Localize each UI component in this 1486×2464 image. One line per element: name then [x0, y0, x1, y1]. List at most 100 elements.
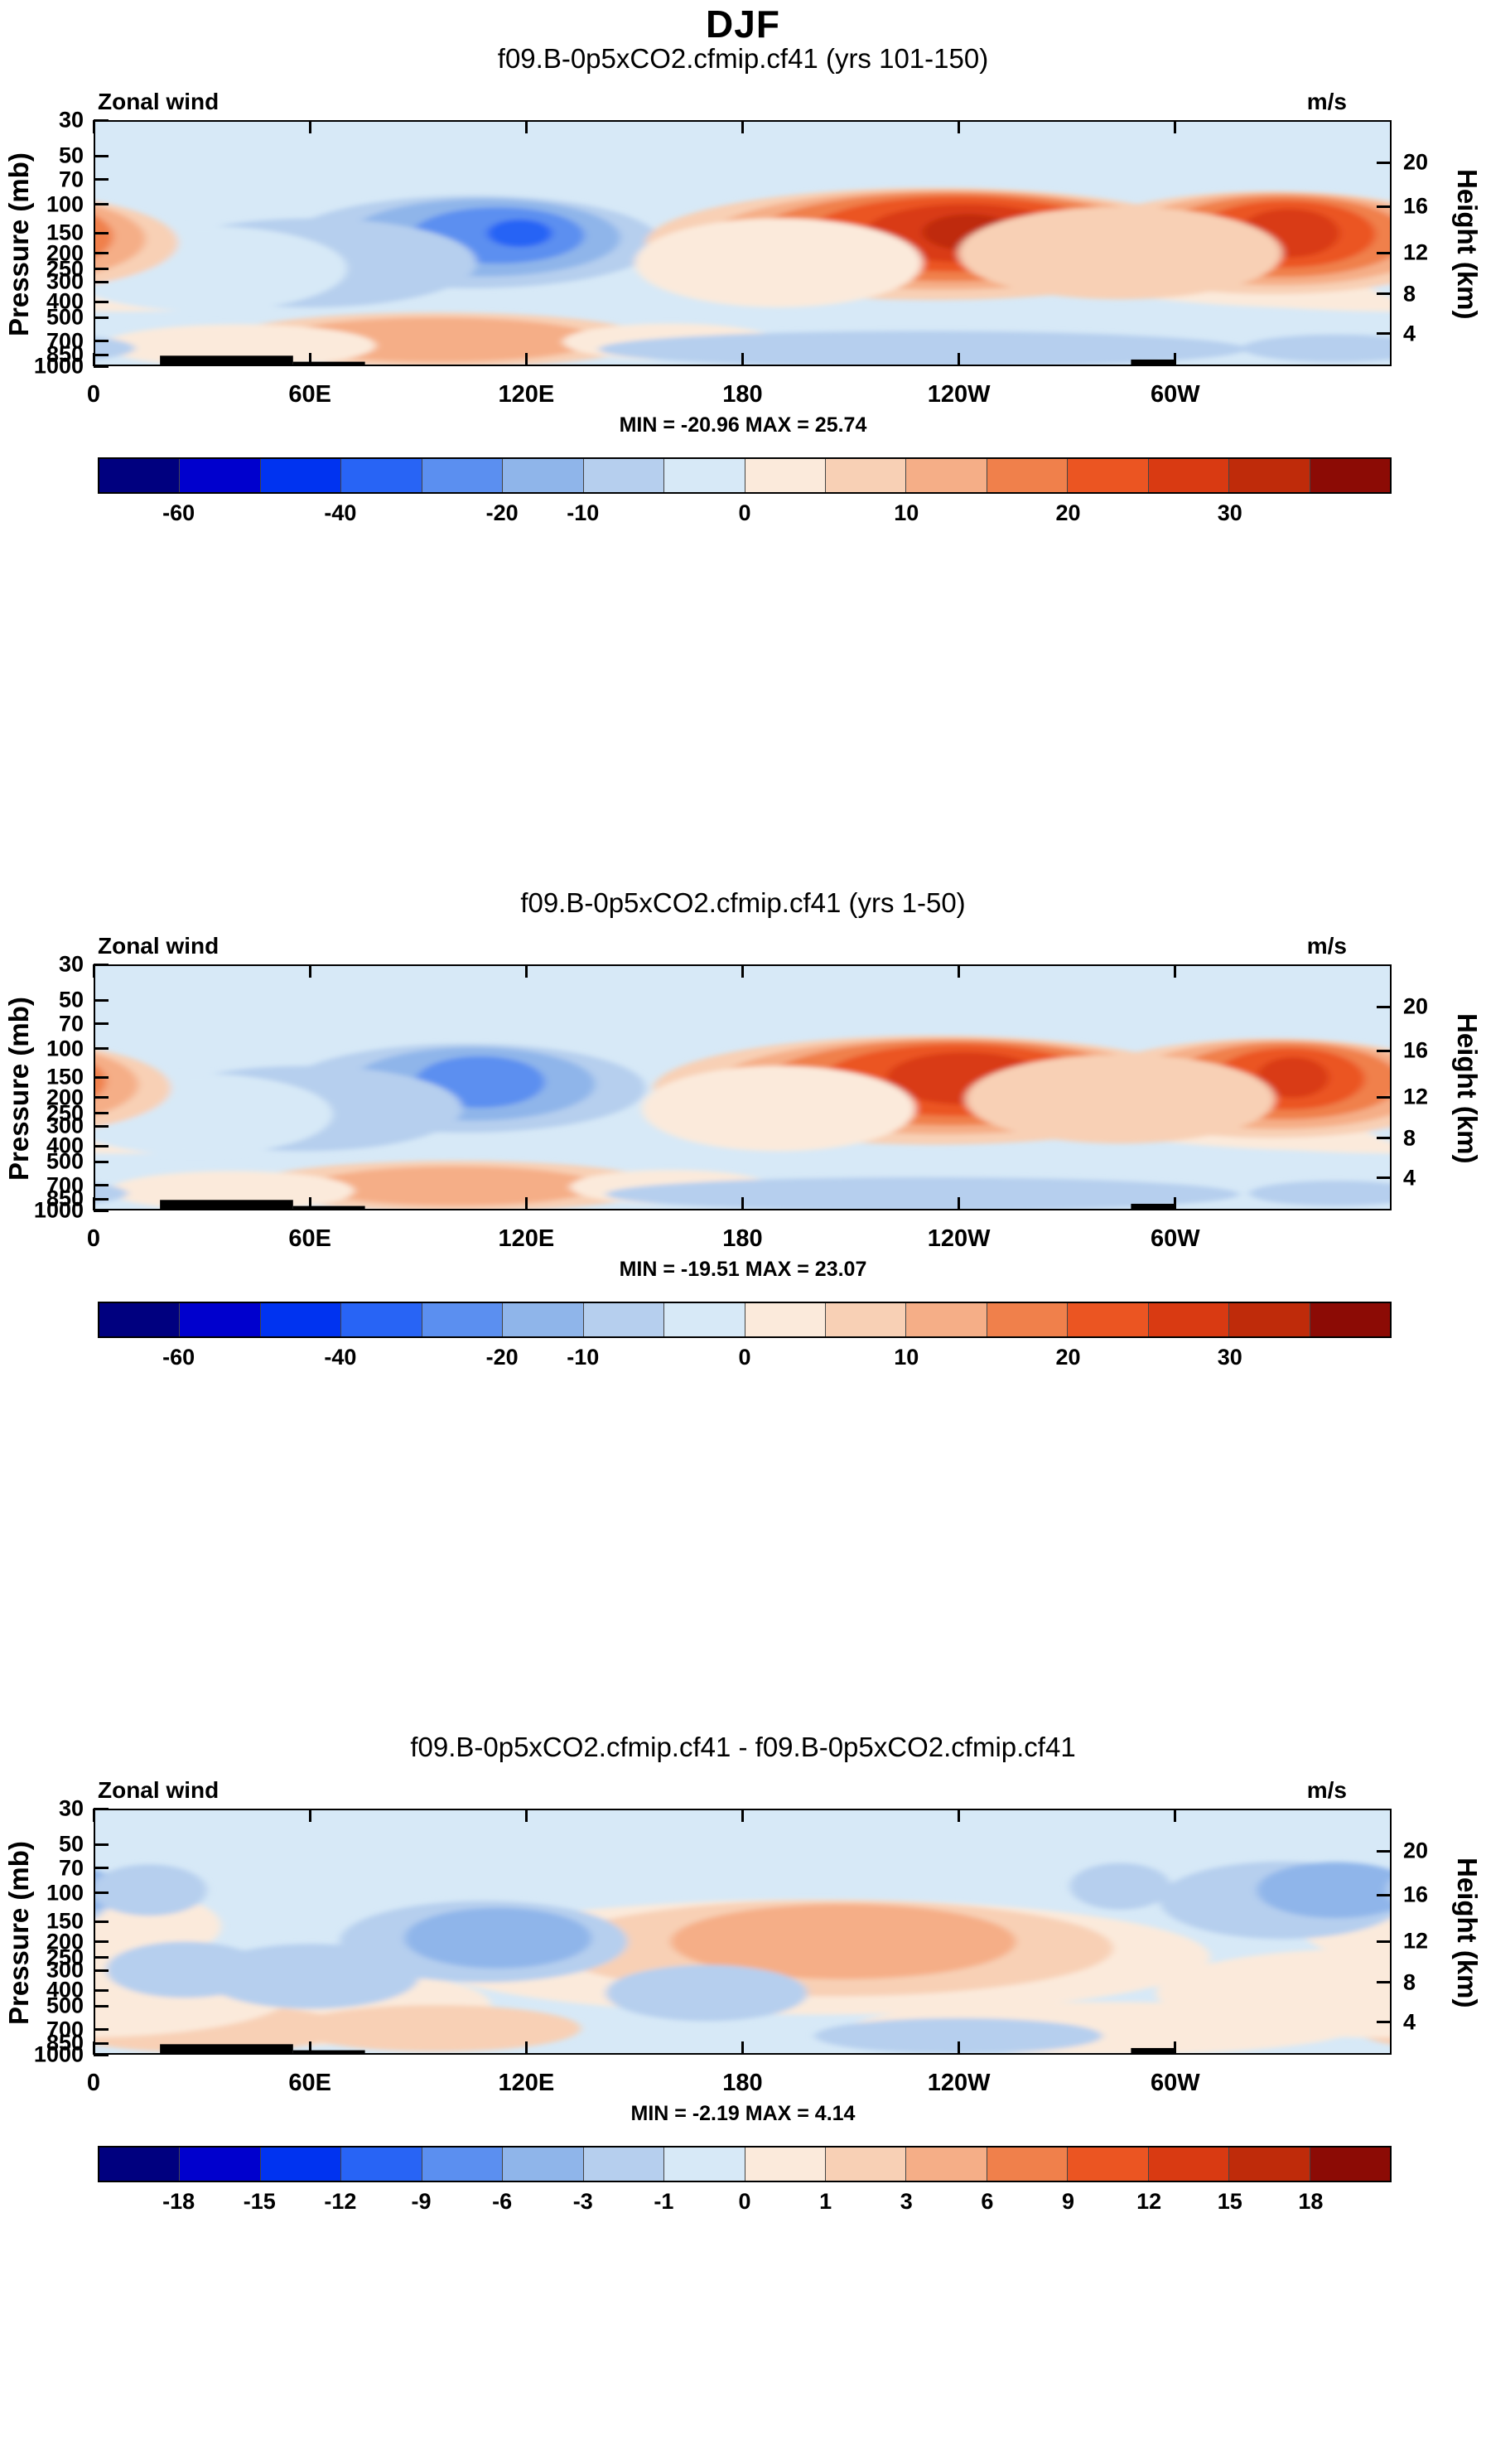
panel-2-colorbar-label: 10	[894, 1345, 919, 1370]
panel-3-colorbar-label: -9	[411, 2189, 432, 2214]
height-tickmark	[1377, 1137, 1392, 1140]
panel-3-header-row: Zonal wind m/s	[0, 1777, 1486, 1803]
panel-1-variable-label: Zonal wind	[98, 89, 220, 114]
panel-3-contour-plot[interactable]	[94, 1809, 1392, 2055]
panel-2-colorbar-label: -20	[485, 1345, 519, 1370]
panel-1-colorbar[interactable]	[98, 457, 1392, 494]
colorbar-segment	[99, 459, 181, 492]
panel-2-colorbar-label: -60	[162, 1345, 195, 1370]
panel-2-pressure-tick: 1000	[33, 1197, 84, 1223]
pressure-tickmark	[94, 365, 109, 368]
colorbar-segment	[503, 2148, 584, 2181]
panel-1-minmax: MIN = -20.96 MAX = 25.74	[619, 413, 867, 437]
panel-2-pressure-axis-label: Pressure (mb)	[3, 997, 34, 1181]
x-tickmark	[308, 353, 311, 366]
panel-2-pressure-tick: 700	[46, 1172, 84, 1198]
panel-3-pressure-tick: 400	[46, 1977, 84, 2003]
panel-2-height-tick: 12	[1403, 1084, 1429, 1109]
x-tickmark	[308, 2041, 311, 2055]
colorbar-segment	[745, 1303, 826, 1336]
panel-2-pressure-tick: 100	[46, 1036, 84, 1061]
colorbar-segment	[664, 459, 745, 492]
pressure-tickmark	[94, 268, 109, 271]
panel-1-contour-plot[interactable]	[94, 120, 1392, 366]
pressure-tickmark	[94, 316, 109, 319]
pressure-tickmark	[94, 1112, 109, 1115]
panel-3-pressure-tick: 700	[46, 2017, 84, 2042]
panel-1-units-label: m/s	[1306, 89, 1347, 114]
colorbar-segment	[1148, 459, 1230, 492]
panel-2-contour-plot[interactable]	[94, 964, 1392, 1210]
panel-2-height-tick: 16	[1403, 1037, 1429, 1063]
panel-2-x-tick: 60E	[288, 1225, 331, 1252]
colorbar-segment	[180, 459, 261, 492]
panel-3-x-tick: 0	[86, 2070, 101, 2096]
colorbar-segment	[1148, 2148, 1230, 2181]
panel-1-colorbar-label: 30	[1217, 500, 1242, 525]
x-tickmark	[92, 2041, 95, 2055]
x-tickmark	[524, 2041, 528, 2055]
panel-1-height-tick: 8	[1403, 281, 1416, 307]
colorbar-segment	[260, 2148, 342, 2181]
panel-1-pressure-tick: 250	[46, 256, 84, 282]
panel-3-x-tick: 180	[722, 2070, 763, 2096]
pressure-tickmark	[94, 1047, 109, 1051]
height-tickmark	[1377, 332, 1392, 336]
colorbar-segment	[745, 459, 826, 492]
colorbar-segment	[745, 2148, 826, 2181]
x-tickmark	[92, 964, 95, 978]
colorbar-segment	[341, 2148, 422, 2181]
panel-1-title: f09.B-0p5xCO2.cfmip.cf41 (yrs 101-150)	[497, 43, 989, 74]
panel-3-colorbar-label: 6	[981, 2189, 994, 2214]
panel-2-x-tick: 60W	[1151, 1225, 1200, 1252]
panel-1-contour-svg	[95, 122, 1390, 365]
pressure-tickmark	[94, 203, 109, 206]
colorbar-segment	[180, 1303, 261, 1336]
panel-1-colorbar-label: -60	[162, 500, 195, 525]
panel-1-height-tick: 12	[1403, 239, 1429, 265]
height-tickmark	[1377, 2021, 1392, 2024]
height-tickmark	[1377, 1981, 1392, 1984]
panel-2-colorbar[interactable]	[98, 1302, 1392, 1338]
panel-3-pressure-tick: 50	[58, 1831, 84, 1857]
colorbar-segment	[341, 459, 422, 492]
pressure-tickmark	[94, 1160, 109, 1163]
height-tickmark	[1377, 1893, 1392, 1896]
panel-3-colorbar[interactable]	[98, 2146, 1392, 2182]
panel-3-x-tick: 60W	[1151, 2070, 1200, 2096]
panel-2-pressure-tick: 400	[46, 1133, 84, 1158]
panel-1-pressure-tick: 70	[58, 167, 84, 192]
colorbar-segment	[1068, 1303, 1149, 1336]
x-tickmark	[92, 353, 95, 366]
x-tickmark	[308, 964, 311, 978]
panel-1-pressure-axis-label: Pressure (mb)	[3, 152, 34, 337]
colorbar-segment	[1310, 1303, 1390, 1336]
pressure-tickmark	[94, 1807, 109, 1810]
colorbar-segment	[503, 1303, 584, 1336]
x-tickmark	[308, 120, 311, 133]
x-tickmark	[741, 2041, 744, 2055]
colorbar-segment	[583, 459, 665, 492]
colorbar-segment	[906, 1303, 987, 1336]
colorbar-segment	[1310, 2148, 1390, 2181]
panel-1-pressure-tick: 50	[58, 143, 84, 168]
pressure-tickmark	[94, 1956, 109, 1959]
x-tickmark	[741, 1197, 744, 1210]
pressure-tickmark	[94, 1124, 109, 1128]
panel-3-height-tick: 12	[1403, 1928, 1429, 1954]
panel-1-colorbar-label: -40	[324, 500, 357, 525]
colorbar-segment	[906, 459, 987, 492]
x-tickmark	[741, 964, 744, 978]
panel-3-pressure-tick: 200	[46, 1929, 84, 1954]
panel-1-pressure-tick: 400	[46, 288, 84, 314]
colorbar-segment	[260, 459, 342, 492]
panel-1-colorbar-label: -20	[485, 500, 519, 525]
x-tickmark	[92, 1809, 95, 1822]
panel-2-height-tick: 20	[1403, 993, 1429, 1019]
colorbar-segment	[99, 1303, 181, 1336]
panel-3-height-tick: 20	[1403, 1838, 1429, 1863]
pressure-tickmark	[94, 1891, 109, 1895]
colorbar-segment	[664, 1303, 745, 1336]
colorbar-segment	[583, 1303, 665, 1336]
panel-2-header-row: Zonal wind m/s	[0, 933, 1486, 959]
